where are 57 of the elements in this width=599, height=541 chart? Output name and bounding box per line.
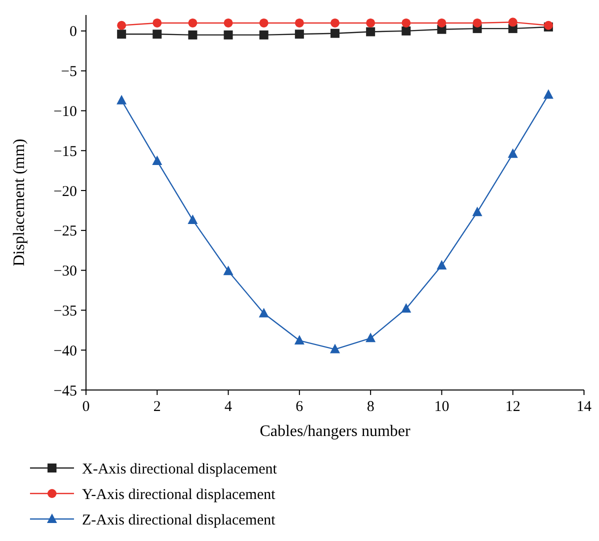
point [117, 20, 126, 30]
point [366, 18, 376, 28]
point [508, 148, 518, 158]
point [224, 30, 233, 40]
point [224, 18, 233, 28]
point [188, 18, 198, 28]
point [402, 26, 411, 36]
point [330, 18, 340, 28]
x-tick-label: 0 [82, 399, 90, 415]
point [259, 30, 268, 40]
x-tick-label: 10 [434, 399, 450, 415]
point [294, 18, 304, 28]
point [116, 94, 127, 104]
point [437, 18, 446, 28]
point [366, 27, 376, 36]
point [117, 30, 126, 39]
point [294, 335, 304, 345]
y-tick-label: −15 [54, 144, 77, 160]
point [330, 344, 340, 354]
point [259, 18, 268, 28]
y-tick-label: −5 [61, 64, 77, 80]
point [152, 18, 162, 28]
point [366, 332, 376, 342]
y-tick-label: −20 [54, 184, 77, 200]
point [152, 156, 162, 166]
legend-label: Z-Axis directional displacement [82, 512, 276, 528]
x-tick-label: 12 [505, 399, 520, 415]
legend-label: X-Axis directional displacement [82, 461, 278, 478]
x-tick-label: 4 [224, 399, 233, 415]
y-tick-label: −25 [54, 224, 77, 240]
legend-label: Y-Axis directional displacement [82, 486, 276, 503]
point [401, 303, 412, 313]
point [188, 30, 198, 40]
point [472, 206, 482, 216]
point [402, 18, 411, 28]
point [188, 214, 198, 224]
x-tick-label: 6 [296, 399, 304, 415]
y-tick-label: −30 [54, 264, 77, 280]
point [543, 89, 554, 99]
point [294, 30, 304, 39]
point [508, 18, 518, 27]
x-tick-label: 8 [366, 399, 374, 415]
y-tick-label: −45 [54, 383, 77, 400]
point [330, 28, 340, 38]
point [436, 260, 447, 270]
y-tick-label: 0 [70, 24, 77, 40]
y-tick-label: −35 [54, 303, 77, 320]
x-tick-label: 2 [153, 399, 161, 415]
point [472, 18, 482, 28]
point [258, 308, 269, 318]
x-tick-label: 14 [576, 399, 592, 415]
point [152, 30, 162, 39]
y-tick-label: −40 [54, 343, 77, 360]
y-axis-title: Displacement (mm) [11, 138, 28, 266]
x-axis-title: Cables/hangers number [260, 423, 411, 440]
point [223, 266, 234, 276]
y-tick-label: −10 [54, 104, 77, 120]
